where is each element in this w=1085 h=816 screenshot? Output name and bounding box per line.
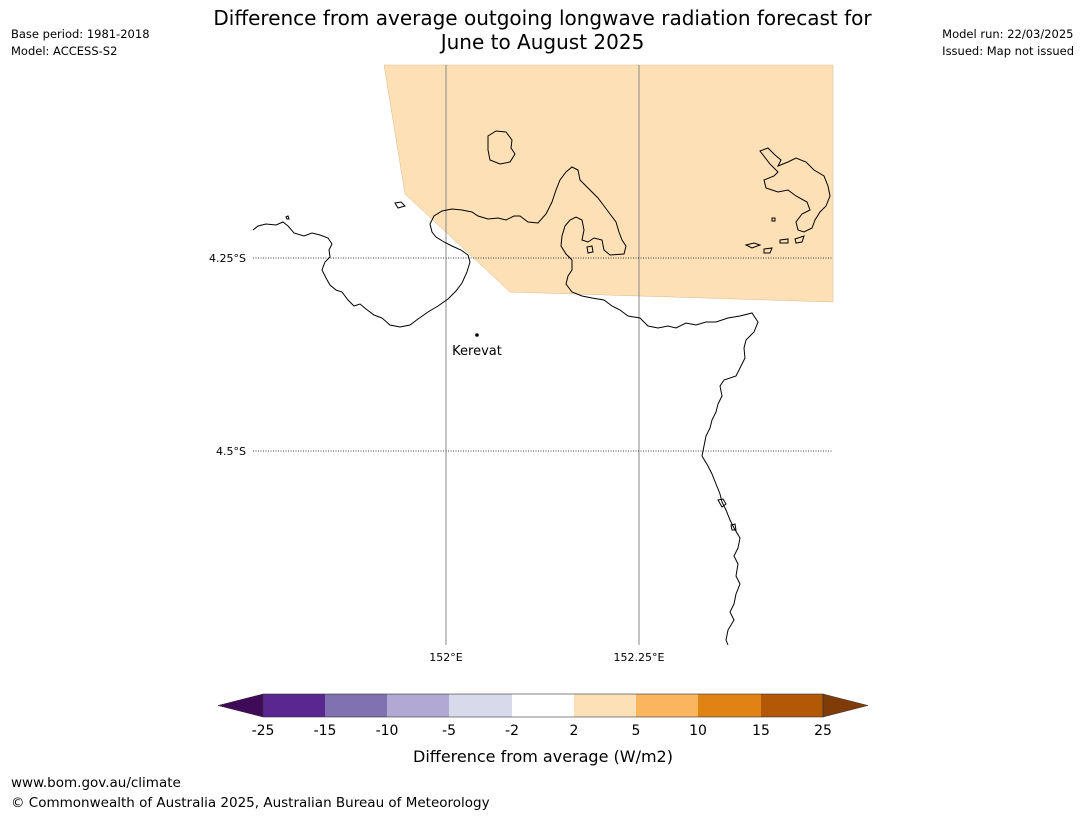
- coastline-islet-c: [285, 215, 290, 220]
- colorbar-tick: -2: [505, 723, 519, 739]
- coastline-west-peninsula: [252, 166, 759, 646]
- colorbar-tick: -5: [442, 723, 456, 739]
- model-name: Model: ACCESS-S2: [11, 44, 118, 58]
- place-label: Kerevat: [452, 344, 502, 359]
- colorbar-segment: [512, 694, 574, 717]
- colorbar-segment: [574, 694, 636, 717]
- lat-label-4-25s: 4.25°S: [209, 252, 246, 265]
- coastline-small-island-a: [487, 130, 516, 165]
- coastline-islet-i: [771, 217, 776, 222]
- meta-left: Base period: 1981-2018 Model: ACCESS-S2: [11, 26, 150, 60]
- colorbar-tick: 25: [814, 723, 832, 739]
- place-marker-dot: [475, 333, 479, 337]
- colorbar-segment: [698, 694, 761, 717]
- coastline-islet-j: [717, 498, 727, 508]
- meta-right: Model run: 22/03/2025 Issued: Map not is…: [942, 26, 1074, 60]
- lon-label-152e: 152°E: [429, 651, 462, 664]
- issued-status: Issued: Map not issued: [942, 44, 1074, 58]
- coastline-islet-k: [730, 523, 737, 531]
- colorbar-segment: [263, 694, 325, 717]
- title-line-2: June to August 2025: [440, 30, 645, 54]
- colorbar-frame: [262, 693, 824, 718]
- coastline-east-islands: [759, 147, 831, 233]
- footer-url: www.bom.gov.au/climate: [11, 775, 181, 791]
- lat-label-4-5s: 4.5°S: [216, 445, 246, 458]
- colorbar-tick: 2: [570, 723, 579, 739]
- colorbar-high-extension: [822, 693, 869, 718]
- coastline-islet-f: [763, 247, 773, 254]
- title-line-1: Difference from average outgoing longwav…: [213, 6, 872, 30]
- page-title: Difference from average outgoing longwav…: [0, 6, 1085, 54]
- colorbar-tick: 15: [752, 723, 770, 739]
- model-run: Model run: 22/03/2025: [942, 27, 1074, 41]
- coastline-islet-e: [744, 242, 762, 249]
- colorbar-tick: 10: [689, 723, 707, 739]
- colorbar-tick: 5: [632, 723, 641, 739]
- coastline-islet-b: [394, 201, 406, 209]
- lon-label-152-25e: 152.25°E: [614, 651, 665, 664]
- colorbar-low-extension: [217, 693, 264, 718]
- colorbar-segment: [449, 694, 512, 717]
- colorbar-tick: -15: [314, 723, 337, 739]
- colorbar-segment: [636, 694, 698, 717]
- colorbar-segment: [387, 694, 449, 717]
- colorbar-tick: -10: [376, 723, 399, 739]
- colorbar-segment: [761, 694, 823, 717]
- coastline-islet-d: [586, 245, 594, 254]
- colorbar-label: Difference from average (W/m2): [413, 747, 673, 766]
- coastlines: [252, 130, 831, 646]
- coastline-islet-g: [779, 238, 789, 244]
- colorbar-segment: [325, 694, 387, 717]
- colorbar: -25 -15 -10 -5 -2 2 5 10 15 25 Differenc…: [217, 693, 869, 766]
- anomaly-shaded-region: [383, 64, 834, 303]
- colorbar-tick: -25: [252, 723, 275, 739]
- footer-copyright: © Commonwealth of Australia 2025, Austra…: [11, 795, 490, 811]
- base-period: Base period: 1981-2018: [11, 27, 150, 41]
- coastline-islet-h: [794, 235, 805, 244]
